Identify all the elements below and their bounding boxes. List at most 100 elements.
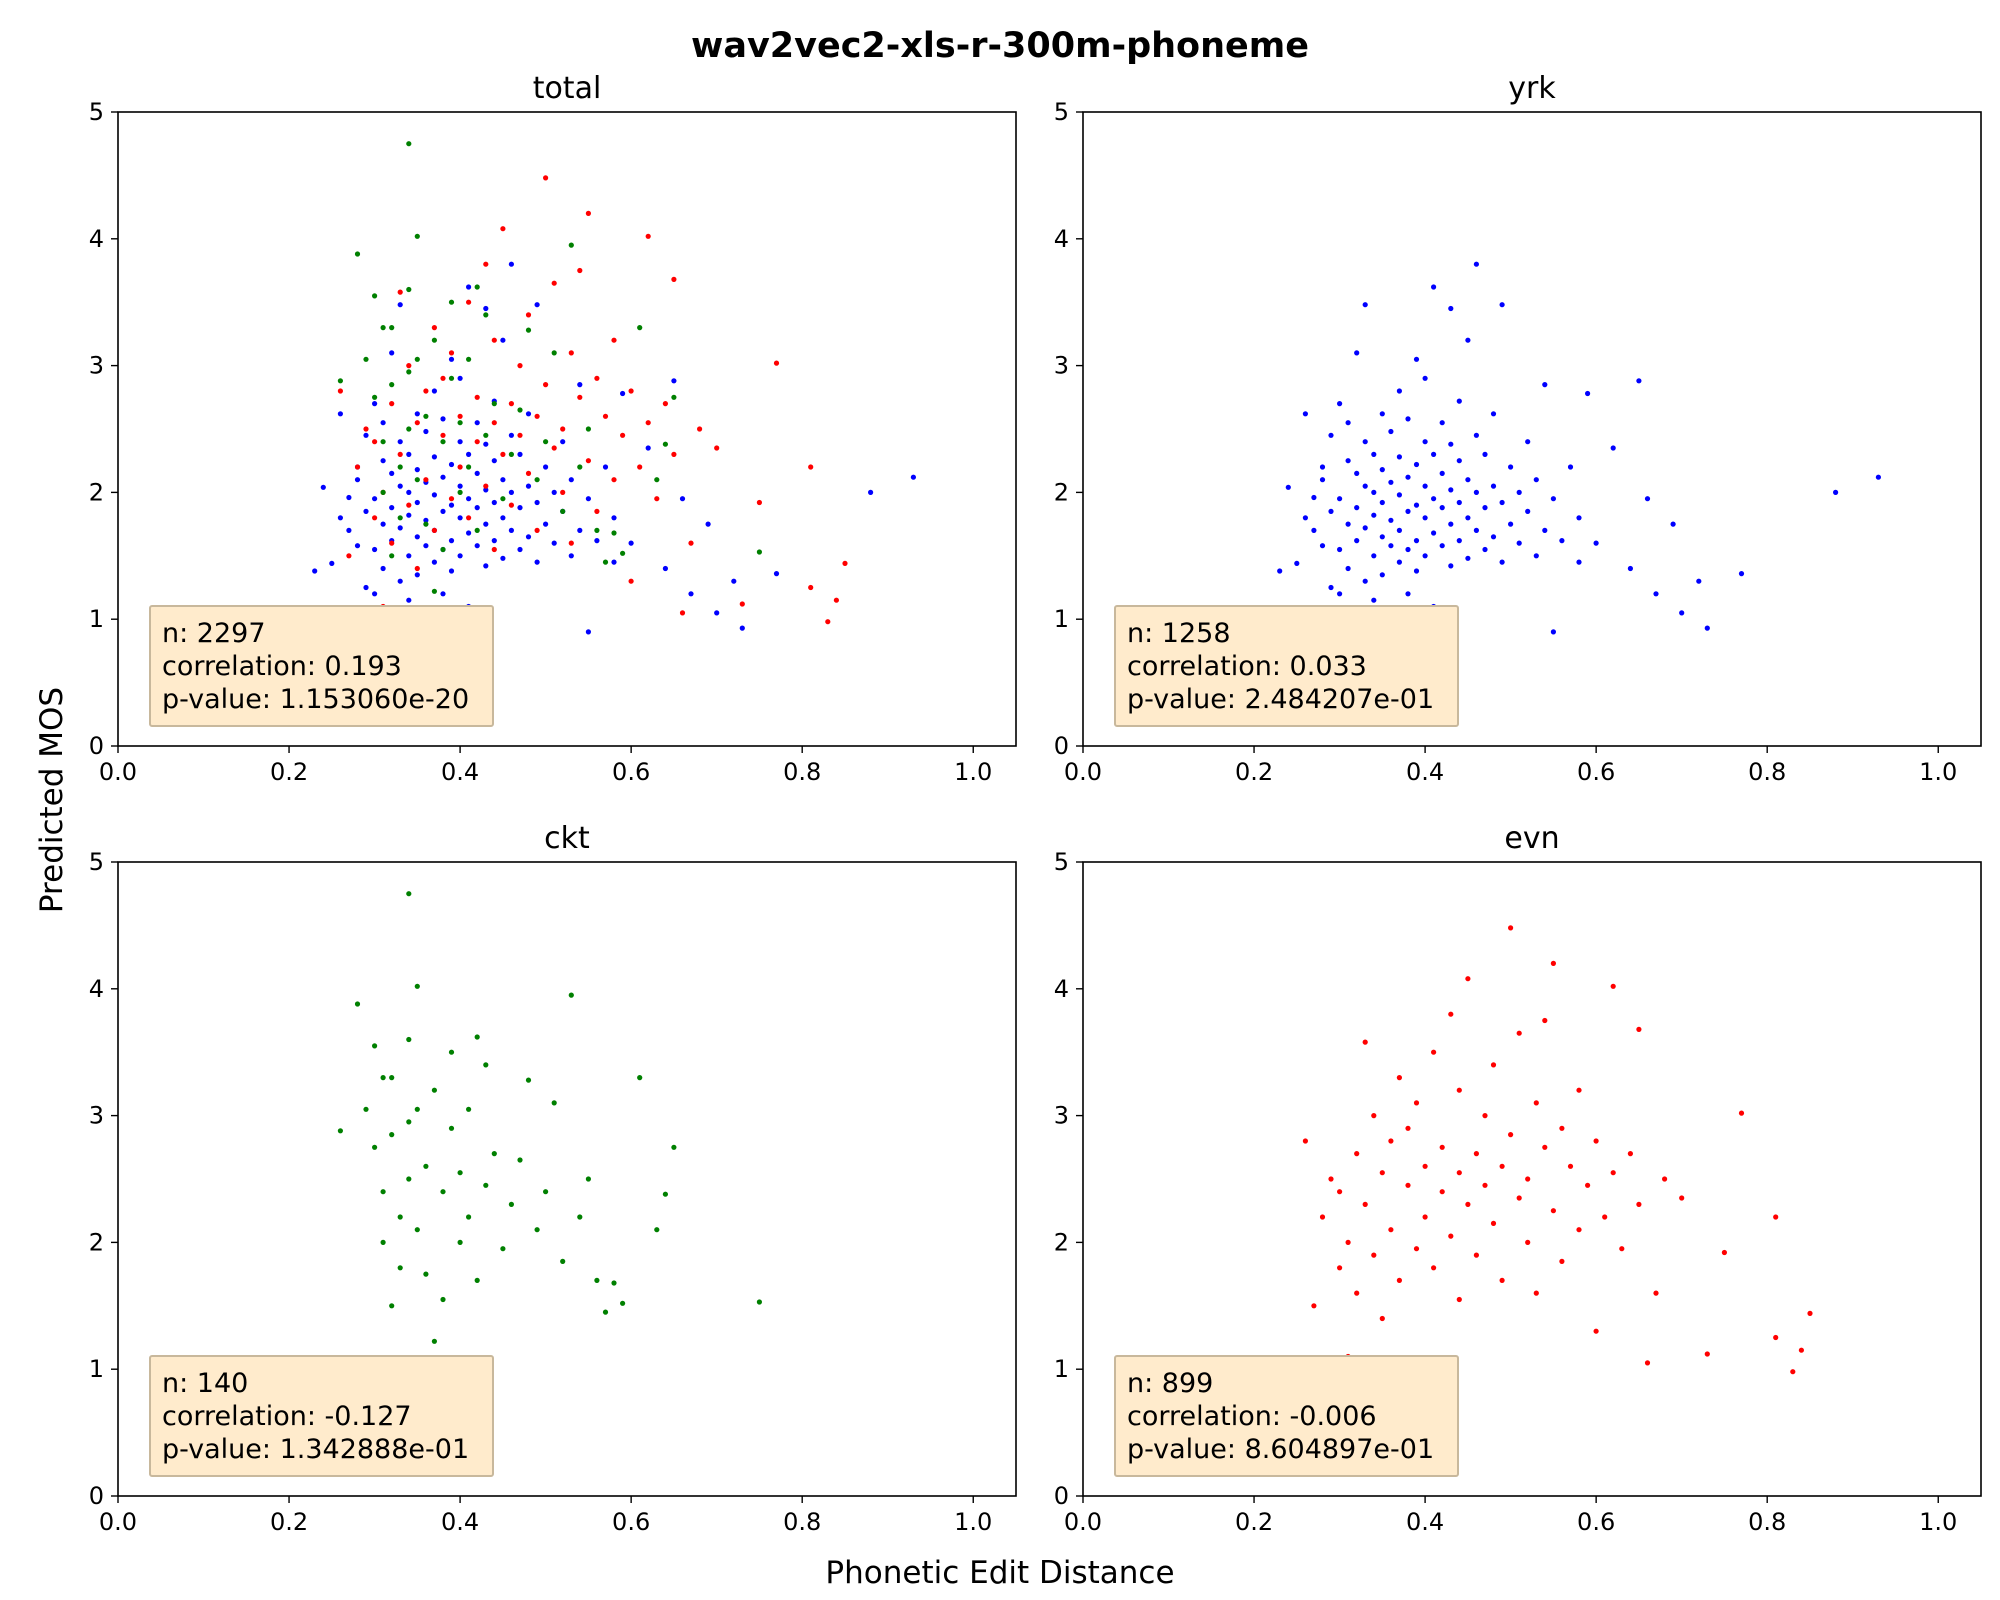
- data-point-evn: [431, 527, 437, 534]
- data-point-yrk: [1456, 499, 1462, 506]
- data-point-yrk: [525, 411, 532, 417]
- data-point-ckt: [594, 527, 600, 534]
- data-point-yrk: [397, 439, 403, 445]
- data-point-evn: [1508, 925, 1514, 931]
- data-point-ckt: [466, 356, 472, 362]
- data-point-yrk: [500, 337, 506, 343]
- x-tick-label: 0.2: [1235, 758, 1273, 786]
- data-point-ckt: [380, 325, 386, 331]
- data-point-yrk: [551, 489, 557, 495]
- data-point-yrk: [1319, 477, 1326, 483]
- data-point-evn: [1499, 1277, 1505, 1283]
- data-point-yrk: [363, 508, 369, 514]
- data-point-ckt: [525, 1077, 532, 1083]
- data-point-yrk: [568, 553, 574, 559]
- data-point-ckt: [568, 242, 574, 248]
- y-tick-label: 0: [89, 1482, 104, 1510]
- data-point-yrk: [1465, 337, 1471, 343]
- data-point-yrk: [628, 540, 634, 546]
- data-point-evn: [1636, 1026, 1642, 1032]
- data-point-ckt: [423, 413, 429, 419]
- data-point-yrk: [440, 508, 446, 514]
- stats-box: [149, 1355, 494, 1477]
- data-point-evn: [346, 553, 352, 559]
- stats-pvalue: p-value: 1.342888e-01: [162, 1434, 469, 1465]
- data-point-evn: [1773, 1214, 1779, 1220]
- data-point-yrk: [500, 477, 506, 483]
- data-point-yrk: [1473, 527, 1479, 534]
- data-point-ckt: [372, 1144, 378, 1150]
- data-point-yrk: [1431, 284, 1437, 290]
- data-point-ckt: [372, 1043, 378, 1049]
- data-point-evn: [1508, 1132, 1514, 1138]
- subplot-yrk: 0.0 0.2 0.4 0.6 0.8 1.0 0 1 2 3 4 5 yrk n: 1258correl…: [1054, 71, 1982, 786]
- data-point-yrk: [1371, 451, 1377, 457]
- data-point-evn: [825, 619, 831, 625]
- x-tick-label: 0.8: [1748, 758, 1786, 786]
- data-point-evn: [551, 445, 557, 451]
- data-point-yrk: [1413, 538, 1420, 544]
- data-point-ckt: [491, 1151, 497, 1157]
- data-point-ckt: [414, 983, 420, 989]
- y-tick-label: 2: [89, 1228, 104, 1256]
- data-point-ckt: [337, 1128, 343, 1134]
- data-point-yrk: [1319, 543, 1326, 549]
- data-point-yrk: [457, 483, 463, 489]
- data-point-yrk: [1354, 470, 1360, 476]
- data-point-yrk: [1490, 534, 1497, 540]
- data-point-yrk: [543, 464, 549, 470]
- data-point-evn: [1550, 960, 1556, 967]
- data-point-ckt: [491, 401, 497, 407]
- x-tick-label: 0.8: [1748, 1508, 1786, 1536]
- data-point-yrk: [517, 505, 523, 511]
- data-point-yrk: [1379, 411, 1385, 417]
- data-point-yrk: [346, 494, 352, 501]
- data-point-ckt: [483, 1182, 489, 1188]
- data-point-yrk: [1388, 479, 1394, 485]
- data-point-yrk: [380, 565, 386, 572]
- y-tick-label: 0: [1054, 732, 1069, 760]
- data-point-yrk: [1362, 302, 1368, 308]
- x-tick-label: 0.6: [612, 1508, 650, 1536]
- data-point-yrk: [457, 515, 463, 521]
- x-tick-label: 0.4: [1406, 758, 1444, 786]
- data-point-evn: [1610, 1170, 1616, 1176]
- data-point-yrk: [1448, 521, 1454, 527]
- data-point-yrk: [483, 563, 489, 569]
- data-point-evn: [1550, 1208, 1556, 1214]
- data-point-evn: [517, 363, 523, 369]
- data-point-evn: [1636, 1201, 1642, 1207]
- data-point-yrk: [1396, 527, 1402, 534]
- data-point-ckt: [414, 1227, 420, 1233]
- data-point-yrk: [602, 464, 609, 470]
- data-point-yrk: [1576, 559, 1582, 565]
- data-point-ckt: [466, 1106, 472, 1112]
- stats-n: n: 140: [162, 1368, 248, 1399]
- data-point-yrk: [585, 629, 592, 635]
- data-point-evn: [1448, 1011, 1454, 1017]
- data-point-ckt: [337, 378, 343, 384]
- data-point-evn: [1482, 1182, 1488, 1188]
- data-point-yrk: [1679, 610, 1685, 616]
- data-point-ckt: [354, 1001, 361, 1007]
- data-point-evn: [1413, 1100, 1420, 1106]
- data-point-yrk: [1337, 401, 1343, 407]
- data-point-evn: [466, 299, 472, 305]
- data-point-yrk: [406, 489, 412, 495]
- scatter-points: [1277, 261, 1881, 635]
- data-point-yrk: [1738, 571, 1745, 577]
- data-point-yrk: [466, 530, 472, 536]
- data-point-yrk: [1362, 483, 1368, 489]
- data-point-evn: [1337, 1265, 1343, 1271]
- data-point-evn: [1704, 1351, 1710, 1357]
- data-point-yrk: [1405, 474, 1411, 480]
- y-tick-label: 4: [1054, 225, 1069, 253]
- data-point-ckt: [431, 588, 437, 594]
- data-point-yrk: [1345, 521, 1351, 527]
- data-point-ckt: [602, 1309, 609, 1315]
- y-tick-label: 0: [1054, 1482, 1069, 1510]
- x-tick-label: 1.0: [954, 1508, 992, 1536]
- data-point-yrk: [543, 521, 549, 527]
- data-point-evn: [534, 527, 540, 534]
- x-tick-label: 0.2: [270, 758, 308, 786]
